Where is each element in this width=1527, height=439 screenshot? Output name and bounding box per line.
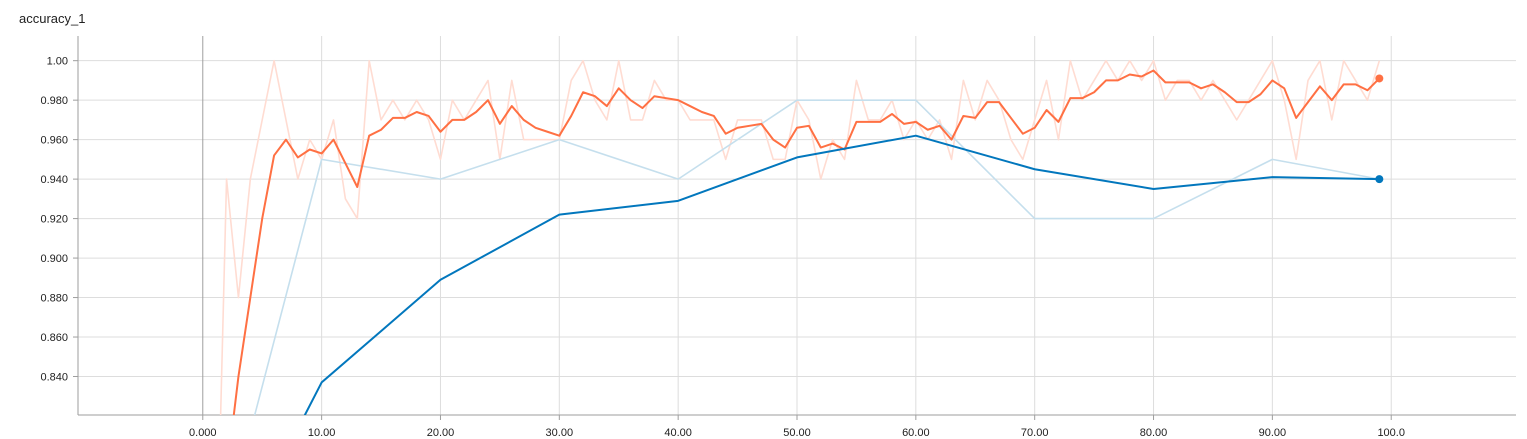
y-tick-label: 0.960: [40, 135, 68, 147]
series-1-smoothed-line: [303, 134, 1380, 415]
y-tick-label: 0.860: [40, 332, 68, 344]
x-tick-label: 100.0: [1377, 427, 1405, 439]
y-tick-label: 0.980: [40, 95, 68, 107]
chart-title: accuracy_1: [19, 11, 86, 26]
y-tick-label: 0.920: [40, 214, 68, 226]
y-tick-label: 0.900: [40, 253, 68, 265]
series-1-end-point: [1375, 175, 1384, 184]
x-tick-label: 0.000: [189, 427, 217, 439]
x-tick-label: 20.00: [427, 427, 455, 439]
plot-area: [219, 59, 1381, 415]
x-tick-label: 90.00: [1259, 427, 1287, 439]
tick-labels: 0.840 0.860 0.880 0.900 0.920 0.940 0.960 0.980…: [40, 56, 1405, 439]
y-tick-label: 0.880: [40, 293, 68, 305]
y-tick-label: 0.940: [40, 174, 68, 186]
y-tick-label: 0.840: [40, 372, 68, 384]
series-0-end-point: [1375, 74, 1384, 83]
x-tick-label: 10.00: [308, 427, 336, 439]
grid-lines: [78, 36, 1516, 415]
series-0-smoothed-line: [232, 69, 1381, 415]
axes: [73, 36, 1516, 420]
y-tick-label: 1.00: [47, 56, 68, 68]
x-tick-label: 30.00: [546, 427, 574, 439]
x-tick-label: 40.00: [664, 427, 692, 439]
series-1-raw-line: [253, 99, 1380, 415]
x-tick-label: 80.00: [1140, 427, 1168, 439]
x-tick-label: 50.00: [783, 427, 811, 439]
end-markers: [1375, 74, 1384, 184]
x-tick-label: 70.00: [1021, 427, 1049, 439]
x-tick-label: 60.00: [902, 427, 930, 439]
